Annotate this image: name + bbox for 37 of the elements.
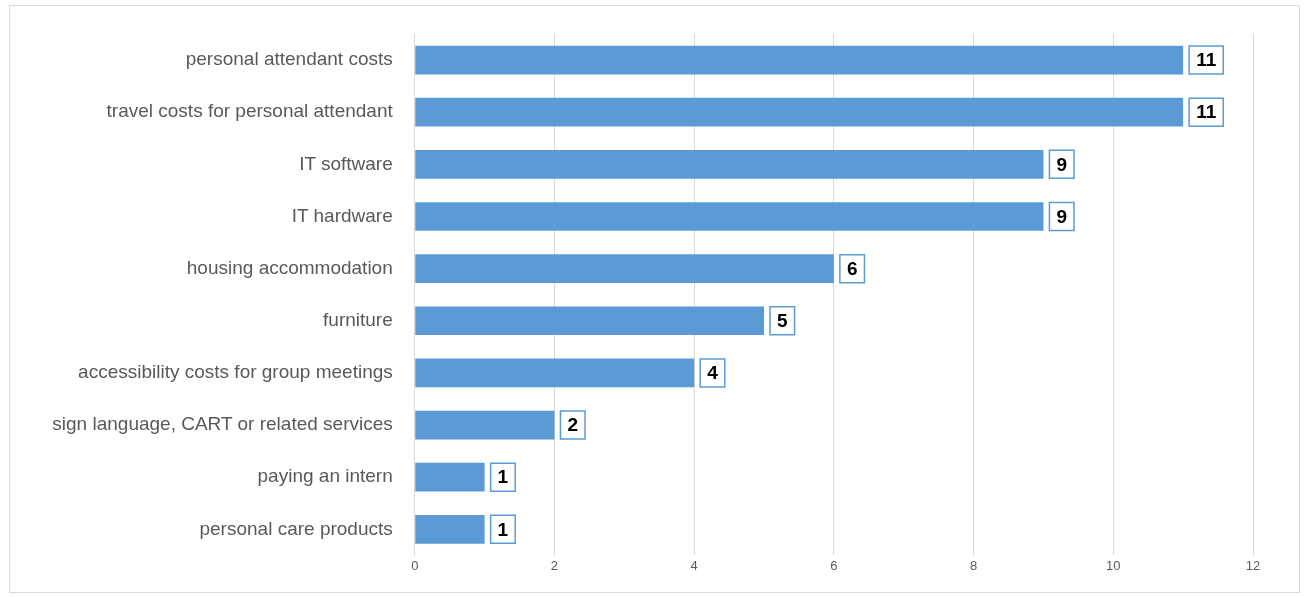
data-label: 1 [497, 518, 509, 540]
y-tick-label: personal attendant costs [185, 48, 393, 70]
data-label: 1 [497, 466, 509, 488]
y-tick-label: IT software [299, 152, 393, 174]
bar [415, 202, 1044, 231]
data-label: 2 [567, 414, 579, 436]
data-label: 11 [1196, 101, 1217, 123]
data-label: 11 [1196, 49, 1217, 71]
data-label: 9 [1056, 205, 1068, 227]
x-tick-label: 0 [411, 557, 419, 573]
bar [415, 97, 1184, 127]
bar [415, 254, 834, 283]
y-tick-label: sign language, CART or related services [52, 413, 393, 435]
x-tick-label: 8 [969, 557, 978, 573]
y-tick-label: personal care products [199, 517, 393, 539]
bar [415, 462, 485, 492]
y-tick-label: accessibility costs for group meetings [78, 361, 393, 383]
x-tick-label: 4 [690, 557, 698, 573]
bar [415, 514, 485, 544]
y-tick-label: IT hardware [291, 204, 393, 226]
y-tick-label: paying an intern [257, 465, 393, 487]
bar [415, 306, 765, 336]
y-tick-label: housing accommodation [186, 256, 393, 278]
bar [415, 150, 1044, 179]
data-label: 9 [1056, 153, 1068, 175]
data-label: 5 [777, 310, 789, 331]
x-tick-label: 2 [550, 557, 559, 573]
y-tick-label: furniture [323, 309, 393, 330]
y-tick-label: travel costs for personal attendant [106, 100, 394, 122]
bar [415, 410, 555, 440]
data-label: 4 [707, 362, 719, 384]
x-tick-label: 12 [1245, 557, 1261, 573]
bar [415, 358, 695, 388]
data-label: 6 [846, 257, 858, 279]
bar [415, 45, 1184, 75]
x-tick-label: 10 [1106, 557, 1121, 573]
x-tick-label: 6 [830, 557, 838, 573]
